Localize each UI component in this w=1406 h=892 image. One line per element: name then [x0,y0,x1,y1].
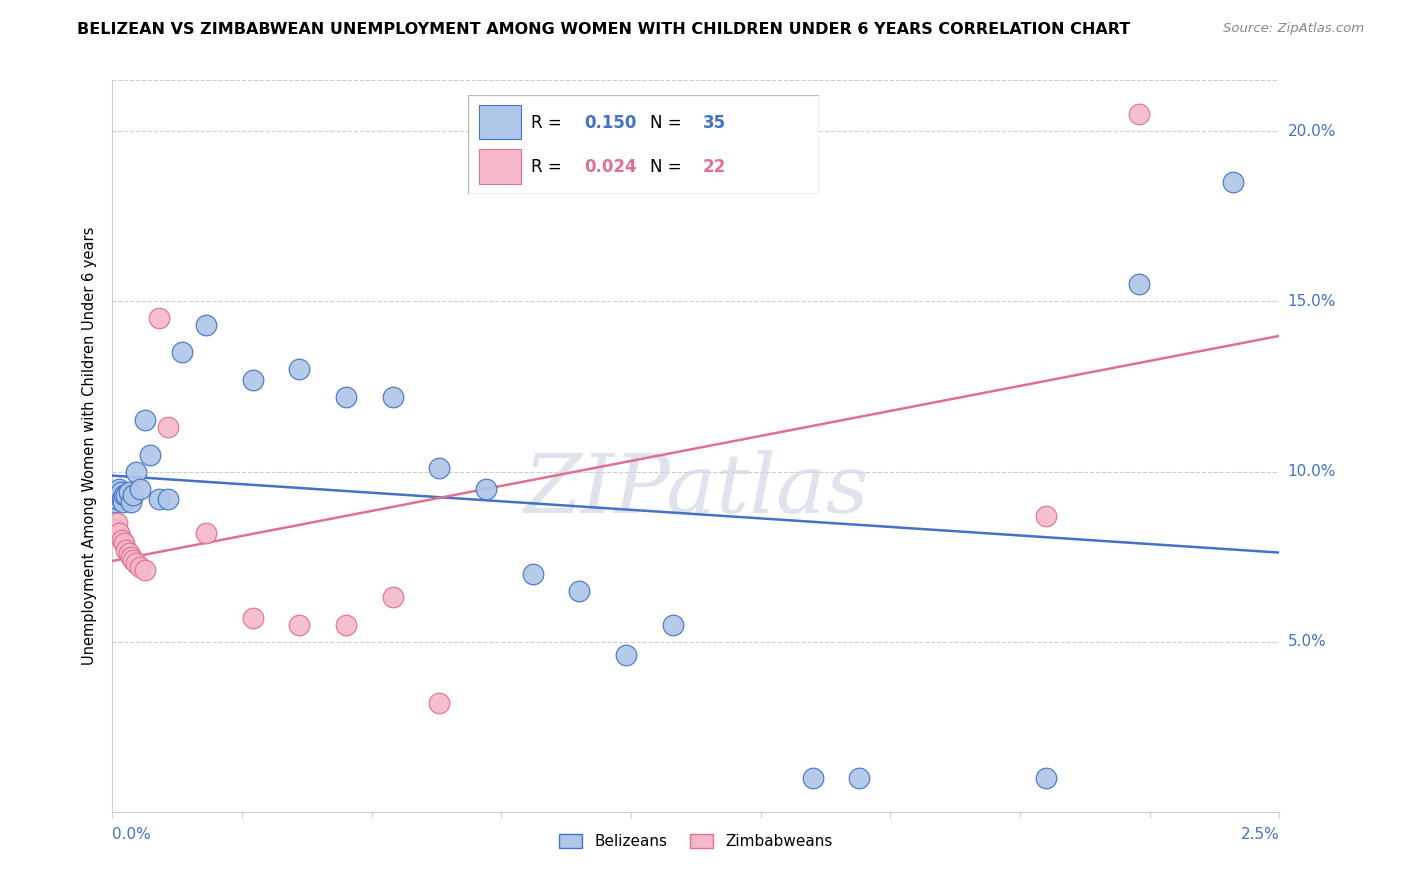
Text: 10.0%: 10.0% [1288,464,1336,479]
Point [148,491,170,506]
Point [112,536,135,550]
Point [427,696,450,710]
Point [115,488,138,502]
Point [107,488,129,502]
Point [157,420,180,434]
Point [427,461,450,475]
Point [157,491,180,506]
Point [335,617,357,632]
Point [1035,771,1057,785]
Point [194,525,217,540]
Y-axis label: Unemployment Among Women with Children Under 6 years: Unemployment Among Women with Children U… [82,227,97,665]
Point [122,488,145,502]
Point [381,591,404,605]
Point [111,491,134,506]
Point [475,482,498,496]
Point [118,546,141,560]
Point [335,390,357,404]
Point [125,465,148,479]
Point [104,522,127,536]
Point [1222,175,1244,189]
Point [522,566,544,581]
Point [381,390,404,404]
Point [848,771,870,785]
Point [110,484,132,499]
Point [129,559,152,574]
Point [1128,107,1150,121]
Point [108,525,131,540]
Text: 5.0%: 5.0% [1288,634,1326,649]
Point [125,557,148,571]
Point [172,345,194,359]
Point [1035,508,1057,523]
Point [111,533,134,547]
Point [134,563,156,577]
Point [139,448,162,462]
Point [111,495,134,509]
Point [129,482,152,496]
Point [801,771,824,785]
Point [288,362,311,376]
Text: 0.0%: 0.0% [112,828,152,843]
Point [194,318,217,333]
Point [242,373,264,387]
Text: ZIPatlas: ZIPatlas [523,450,869,530]
Point [120,549,142,564]
Text: 20.0%: 20.0% [1288,124,1336,139]
Point [568,583,591,598]
Point [288,617,311,632]
Point [122,553,145,567]
Point [108,482,131,496]
Point [148,311,170,326]
Text: BELIZEAN VS ZIMBABWEAN UNEMPLOYMENT AMONG WOMEN WITH CHILDREN UNDER 6 YEARS CORR: BELIZEAN VS ZIMBABWEAN UNEMPLOYMENT AMON… [77,22,1130,37]
Text: 2.5%: 2.5% [1240,828,1279,843]
Point [118,484,141,499]
Point [104,495,127,509]
Point [1128,277,1150,292]
Point [112,488,135,502]
Text: Source: ZipAtlas.com: Source: ZipAtlas.com [1223,22,1364,36]
Point [105,516,128,530]
Text: 15.0%: 15.0% [1288,293,1336,309]
Point [661,617,683,632]
Point [105,491,128,506]
Point [120,495,142,509]
Point [614,648,637,663]
Point [115,542,138,557]
Point [242,611,264,625]
Point [134,413,156,427]
Legend: Belizeans, Zimbabweans: Belizeans, Zimbabweans [553,828,839,855]
